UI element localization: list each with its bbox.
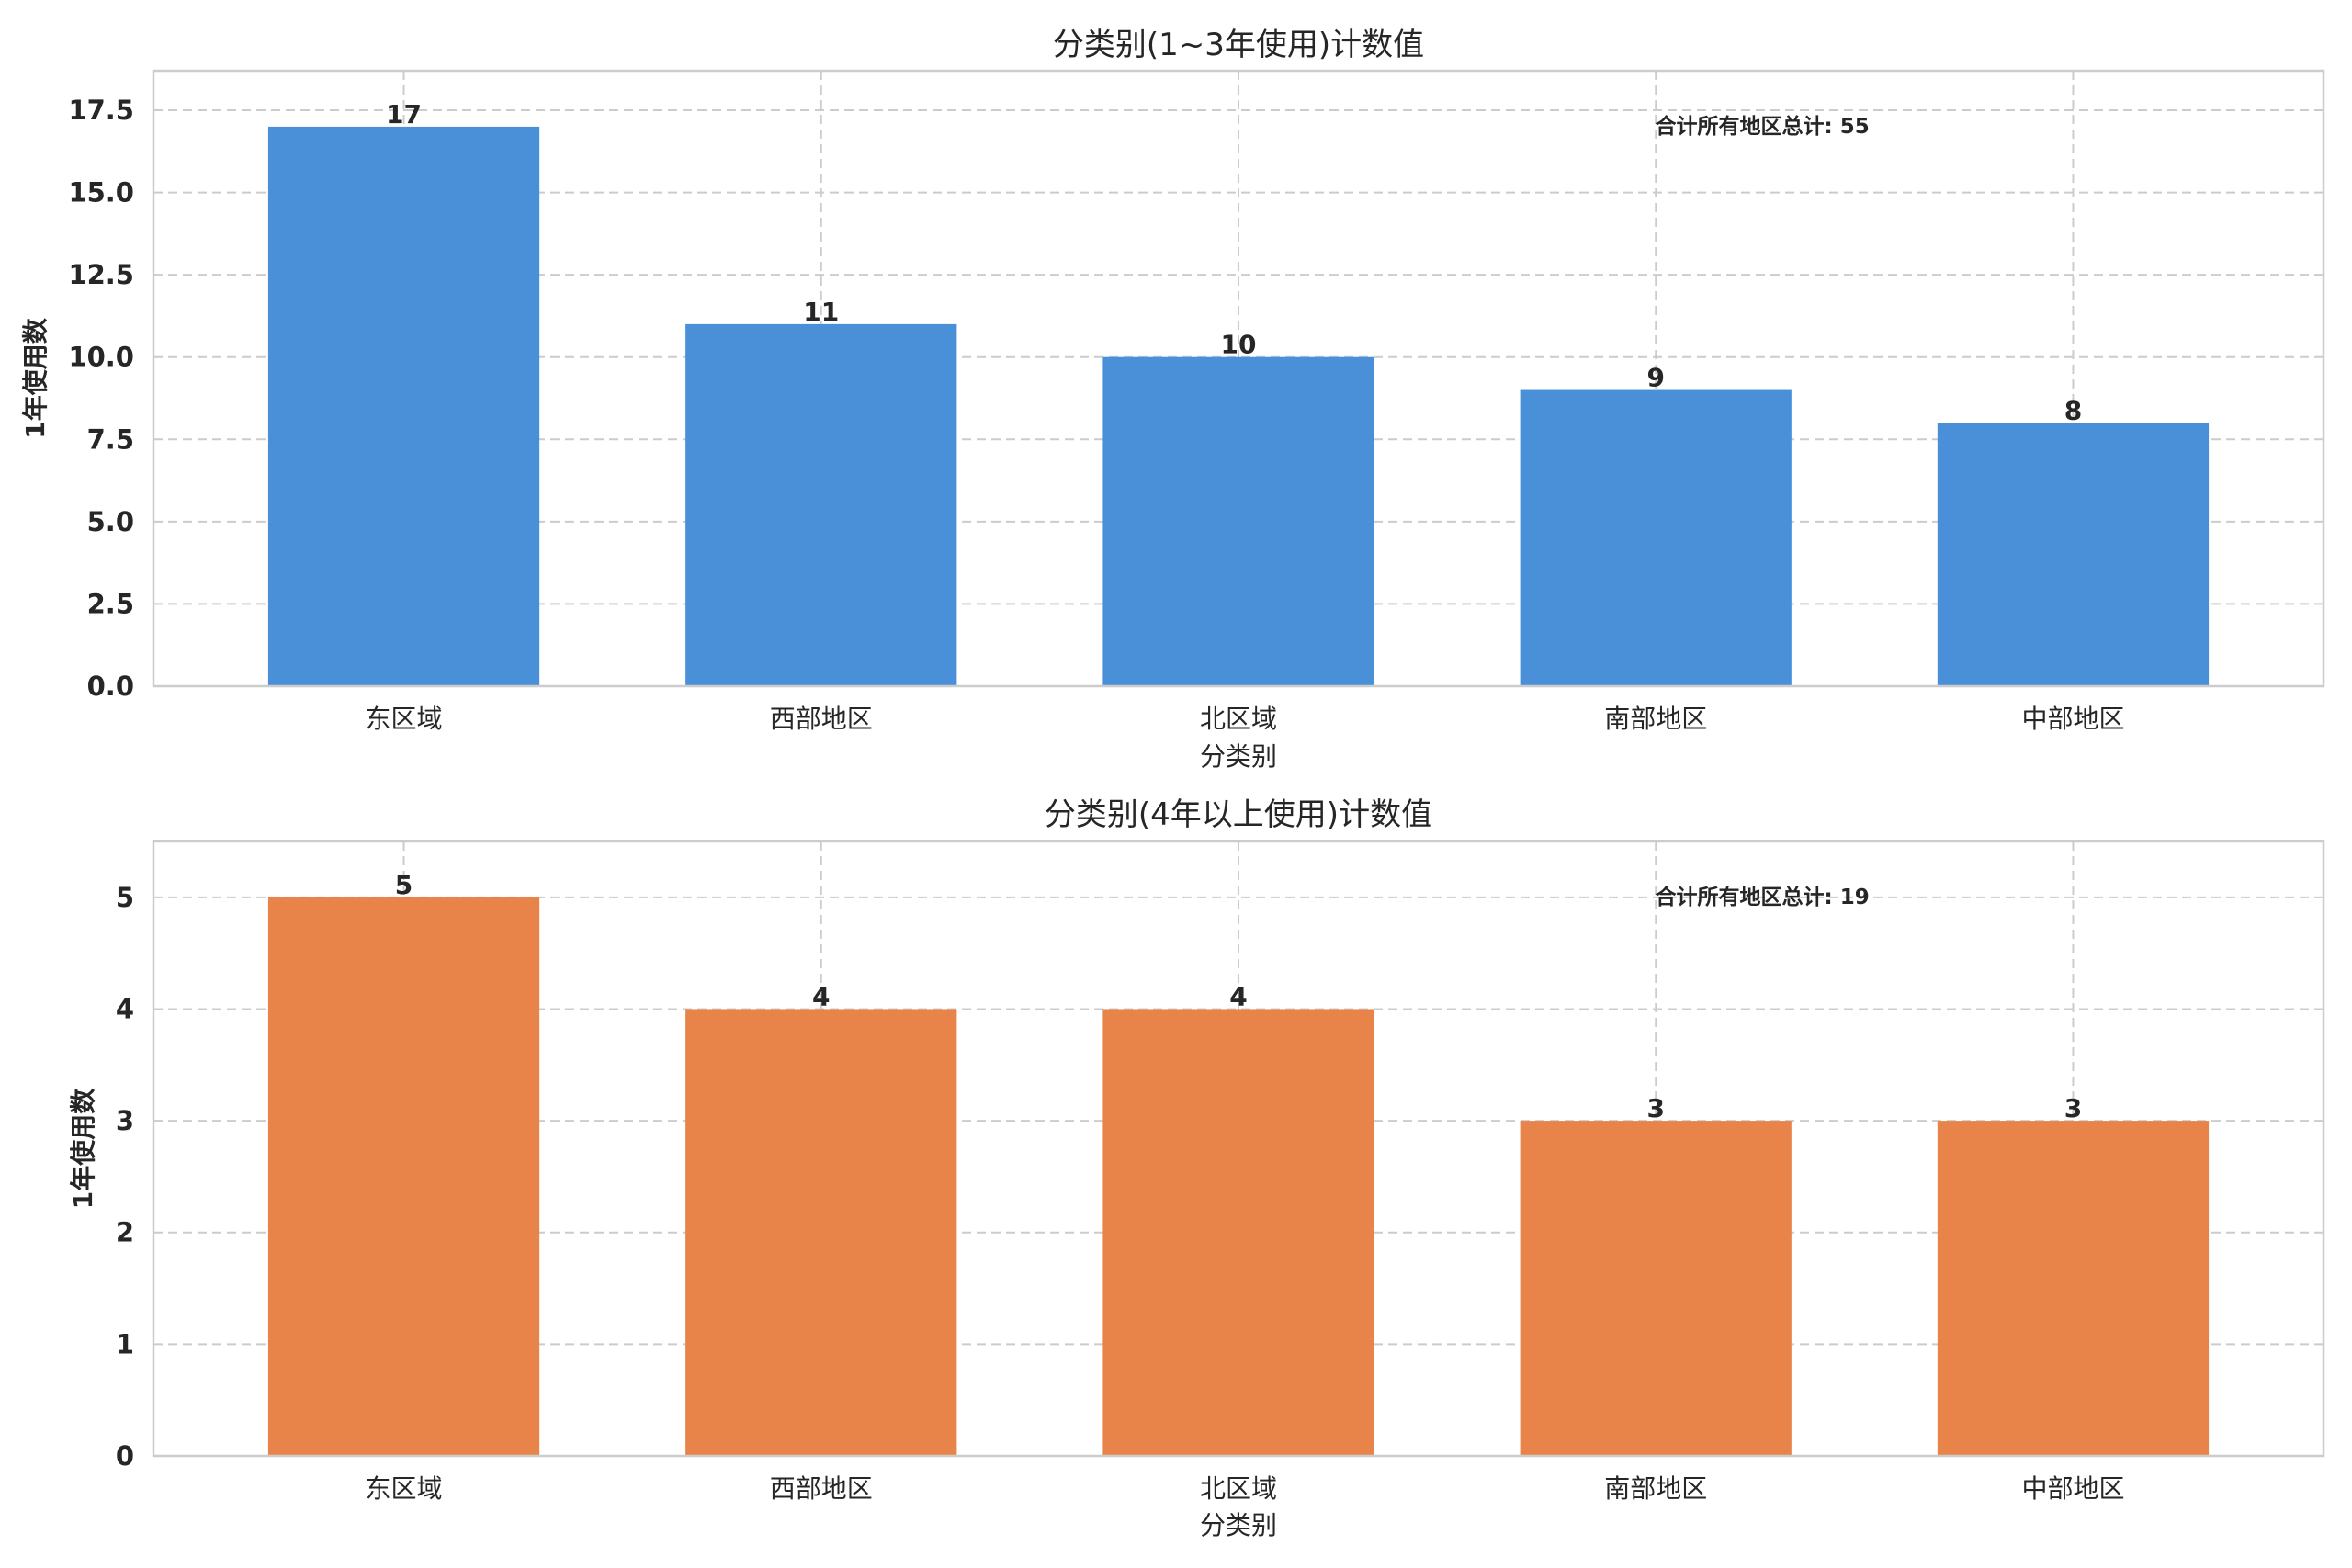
y-tick-label: 3 — [116, 1105, 134, 1136]
y-tick-label: 1 — [116, 1328, 134, 1359]
y-axis-label: 1年使用数 — [68, 1088, 98, 1209]
bar-0 — [267, 897, 540, 1456]
data-label-3: 3 — [1646, 1093, 1664, 1123]
x-tick-label: 北区域 — [1200, 1473, 1277, 1504]
y-tick-label: 17.5 — [68, 95, 134, 126]
x-tick-label: 东区域 — [366, 704, 443, 734]
y-tick-label: 12.5 — [68, 259, 134, 290]
x-axis-label: 分类别 — [1200, 1510, 1277, 1540]
total-annotation: 合计所有地区总计: 19 — [1656, 885, 1870, 909]
bar-3 — [1520, 1121, 1792, 1456]
x-tick-label: 南部地区 — [1604, 704, 1707, 734]
y-tick-label: 7.5 — [87, 423, 134, 455]
x-axis-label: 分类别 — [1200, 741, 1277, 772]
x-tick-label: 西部地区 — [770, 1473, 873, 1504]
x-tick-label: 中部地区 — [2021, 1473, 2124, 1504]
data-label-4: 3 — [2064, 1093, 2082, 1123]
x-tick-label: 南部地区 — [1604, 1473, 1707, 1504]
chart-title: 分类别(1~3年使用)计数值 — [1053, 27, 1424, 63]
data-label-2: 4 — [1229, 981, 1247, 1011]
y-tick-label: 2 — [116, 1217, 134, 1248]
chart-panel-top: 17 11 10 9 8 0.0 2.5 5.0 7.5 10.0 12.5 15.0 17.5 东区域 西… — [20, 27, 2325, 772]
y-tick-label: 0 — [116, 1440, 134, 1472]
y-tick-label: 4 — [116, 993, 134, 1024]
y-tick-label: 15.0 — [68, 177, 134, 209]
x-tick-label: 东区域 — [366, 1473, 443, 1504]
plot-frame — [152, 69, 2325, 688]
total-annotation: 合计所有地区总计: 55 — [1656, 114, 1870, 139]
data-label-1: 4 — [812, 981, 830, 1011]
bar-1 — [685, 323, 957, 686]
bar-2 — [1102, 356, 1374, 686]
bar-4 — [1937, 1121, 2210, 1456]
data-label-3: 9 — [1646, 363, 1664, 393]
y-tick-label: 5 — [116, 882, 134, 913]
data-label-1: 11 — [803, 297, 839, 327]
y-tick-label: 0.0 — [87, 671, 134, 702]
y-axis-label: 1年使用数 — [20, 317, 51, 438]
chart-panel-bottom: 5 4 4 3 3 0 1 2 3 4 5 东区域 西部地区 北区域 南部地区 中部地区 分类别(4年以上使用)… — [68, 796, 2325, 1540]
data-label-0: 5 — [395, 870, 413, 900]
y-tick-label: 10.0 — [68, 342, 134, 373]
x-tick-label: 中部地区 — [2021, 704, 2124, 734]
chart-title: 分类别(4年以上使用)计数值 — [1045, 796, 1432, 833]
bar-3 — [1520, 389, 1792, 686]
y-tick-label: 5.0 — [87, 506, 134, 537]
bar-4 — [1937, 423, 2210, 686]
x-tick-label: 北区域 — [1200, 704, 1277, 734]
data-label-4: 8 — [2064, 395, 2082, 425]
bar-0 — [267, 126, 540, 687]
bar-1 — [685, 1009, 957, 1456]
data-label-0: 17 — [386, 99, 422, 130]
data-label-2: 10 — [1221, 330, 1257, 360]
x-tick-label: 西部地区 — [770, 704, 873, 734]
plot-frame — [152, 840, 2325, 1458]
y-tick-label: 2.5 — [87, 588, 134, 619]
bar-2 — [1102, 1009, 1374, 1456]
